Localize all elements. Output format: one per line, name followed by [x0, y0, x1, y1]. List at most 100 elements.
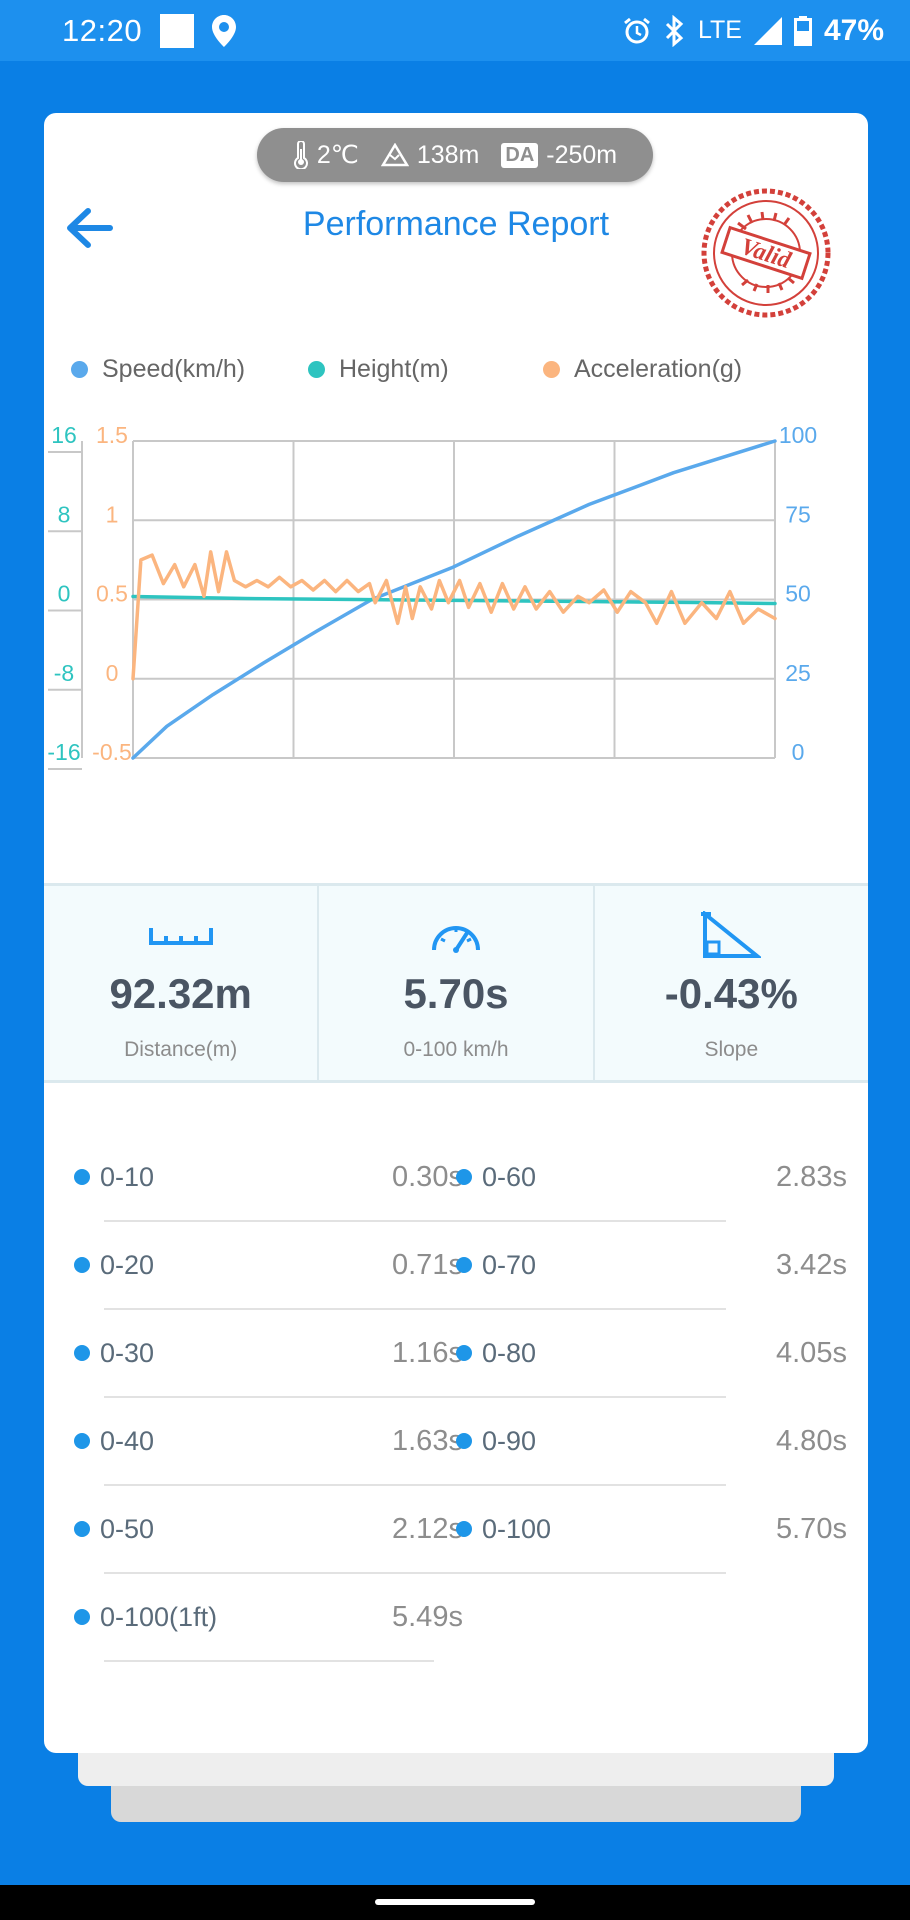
- time-row: 0-30 1.16s 0-80 4.05s: [44, 1309, 868, 1398]
- time-bullet: [74, 1345, 90, 1361]
- acceleration-tick-label: 0: [106, 660, 119, 686]
- row-divider: [426, 1572, 726, 1574]
- time-row: 0-100(1ft) 5.49s: [44, 1573, 868, 1662]
- time-item: 0-60 2.83s: [426, 1133, 847, 1222]
- chart-legend: Speed(km/h) Height(m) Acceleration(g): [71, 349, 851, 389]
- row-divider: [426, 1308, 726, 1310]
- row-divider: [426, 1220, 726, 1222]
- time-label: 0-30: [100, 1337, 155, 1368]
- time-row: 0-10 0.30s 0-60 2.83s: [44, 1133, 868, 1222]
- ruler-icon: [148, 928, 213, 945]
- time-bullet: [456, 1169, 472, 1185]
- time-value: 4.05s: [776, 1336, 847, 1369]
- legend-label-acceleration: Acceleration(g): [574, 354, 743, 383]
- time-bullet: [74, 1521, 90, 1537]
- time-item: 0-10 0.30s: [74, 1133, 463, 1222]
- time-label: 0-90: [482, 1425, 537, 1456]
- stat-distance: 92.32m Distance(m): [44, 886, 320, 1080]
- time-value: 1.63s: [392, 1424, 463, 1457]
- back-arrow-icon[interactable]: [60, 203, 120, 253]
- battery-icon: [793, 15, 812, 46]
- time-value: 3.42s: [776, 1248, 847, 1281]
- network-type: LTE: [697, 16, 742, 44]
- stat-distance-icon-wrap: [148, 910, 214, 960]
- battery-level: 47%: [823, 13, 884, 47]
- time-value: 2.83s: [776, 1160, 847, 1193]
- legend-dot-acceleration: [543, 360, 560, 378]
- acceleration-tick-label: 1: [106, 501, 119, 527]
- stat-time-label: 0-100 km/h: [403, 1038, 509, 1061]
- signal-icon: [753, 16, 782, 45]
- stat-distance-value: 92.32m: [109, 970, 252, 1017]
- bluetooth-icon: [665, 14, 684, 47]
- density-altitude-badge: DA: [501, 142, 539, 168]
- row-divider: [426, 1396, 726, 1398]
- acceleration-tick-label: -0.5: [92, 739, 132, 765]
- mountain-icon: [380, 143, 409, 167]
- time-item: 0-100 5.70s: [426, 1485, 847, 1574]
- time-item: 0-90 4.80s: [426, 1397, 847, 1486]
- density-altitude-value: -250m: [546, 140, 618, 169]
- time-value: 1.16s: [392, 1336, 463, 1369]
- stat-slope: -0.43% Slope: [595, 886, 868, 1080]
- time-label: 0-60: [482, 1161, 537, 1192]
- report-card: 2℃ 138m DA -250m Performance Report Vali…: [44, 113, 868, 1753]
- time-item: 0-70 3.42s: [426, 1221, 847, 1310]
- time-label: 0-70: [482, 1249, 537, 1280]
- time-bullet: [74, 1609, 90, 1625]
- stat-slope-label: Slope: [704, 1038, 759, 1061]
- navigation-bar: [0, 1885, 910, 1920]
- height-tick-label: -8: [54, 660, 74, 686]
- row-divider: [426, 1484, 726, 1486]
- time-bullet: [456, 1433, 472, 1449]
- speed-tick-label: 100: [779, 422, 817, 448]
- status-left: 12:20: [62, 13, 237, 49]
- temperature-item: 2℃: [293, 140, 359, 170]
- time-value: 2.12s: [392, 1512, 463, 1545]
- stat-time: 5.70s 0-100 km/h: [319, 886, 595, 1080]
- height-tick-label: -16: [47, 739, 80, 765]
- conditions-pill: 2℃ 138m DA -250m: [257, 128, 653, 182]
- location-pin-icon: [212, 14, 237, 47]
- time-label: 0-100(1ft): [100, 1601, 218, 1632]
- stat-slope-icon-wrap: [701, 910, 762, 960]
- time-bullet: [456, 1521, 472, 1537]
- temperature-value: 2℃: [316, 141, 359, 169]
- row-divider: [104, 1484, 434, 1486]
- row-divider: [104, 1660, 434, 1662]
- time-row: 0-40 1.63s 0-90 4.80s: [44, 1397, 868, 1486]
- time-value: 0.30s: [392, 1160, 463, 1193]
- page-title: Performance Report: [302, 205, 610, 243]
- speed-tick-label: 50: [785, 581, 811, 607]
- legend-height: Height(m): [308, 355, 543, 384]
- legend-label-height: Height(m): [339, 354, 449, 383]
- time-bullet: [74, 1433, 90, 1449]
- time-value: 4.80s: [776, 1424, 847, 1457]
- acceleration-series-line: [131, 550, 777, 681]
- row-divider: [104, 1572, 434, 1574]
- acceleration-tick-label: 0.5: [96, 581, 128, 607]
- legend-label-speed: Speed(km/h): [102, 354, 246, 383]
- time-item: 0-100(1ft) 5.49s: [74, 1573, 463, 1662]
- time-item: 0-20 0.71s: [74, 1221, 463, 1310]
- notification-square-icon: [160, 13, 195, 48]
- stat-time-value: 5.70s: [403, 970, 509, 1017]
- time-item: 0-30 1.16s: [74, 1309, 463, 1398]
- legend-dot-speed: [71, 360, 88, 378]
- performance-chart: 16 8 0 -8 -16 1.5 1 0.5 0 -0.5 100 75 50 25 0: [47, 422, 817, 770]
- time-label: 0-40: [100, 1425, 155, 1456]
- time-bullet: [74, 1257, 90, 1273]
- time-value: 5.49s: [392, 1600, 463, 1633]
- speed-tick-label: 25: [785, 660, 811, 686]
- height-tick-label: 0: [58, 581, 71, 607]
- time-row: 0-20 0.71s 0-70 3.42s: [44, 1221, 868, 1310]
- row-divider: [104, 1308, 434, 1310]
- height-tick-label: 8: [58, 501, 71, 527]
- time-bullet: [456, 1345, 472, 1361]
- home-gesture-handle[interactable]: [375, 1899, 535, 1905]
- row-divider: [104, 1220, 434, 1222]
- stat-distance-label: Distance(m): [124, 1038, 238, 1061]
- row-divider: [104, 1396, 434, 1398]
- speed-tick-label: 0: [792, 739, 805, 765]
- legend-dot-height: [308, 360, 325, 378]
